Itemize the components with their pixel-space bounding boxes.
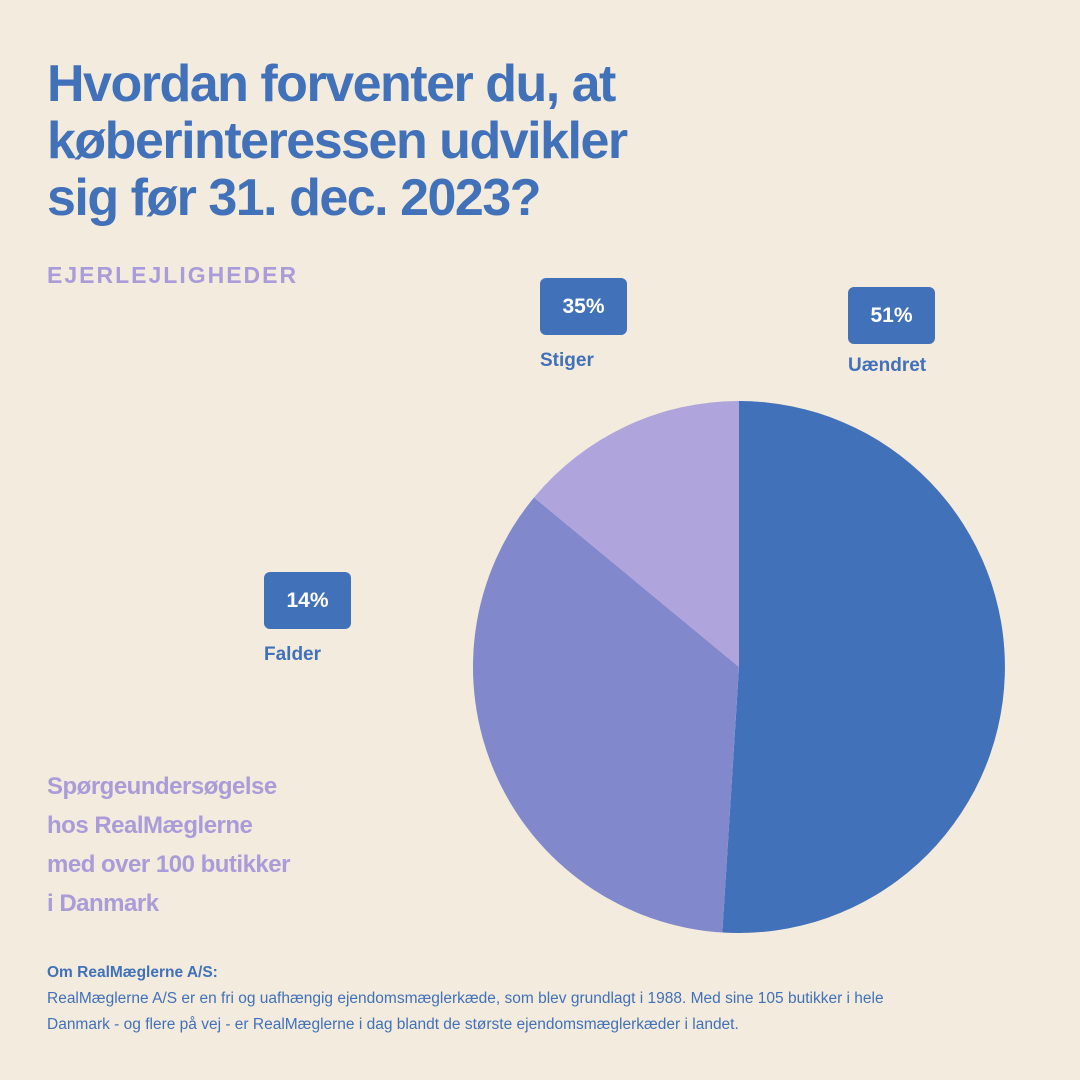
pie-slice-uaendret bbox=[722, 401, 1005, 933]
value-badge-falder: 14% bbox=[264, 572, 351, 629]
survey-line: Spørgeundersøgelse bbox=[47, 773, 277, 800]
pie-slice-stiger bbox=[472, 497, 739, 933]
chart-title: Hvordan forventer du, at køberinteressen… bbox=[47, 56, 747, 227]
title-line: Hvordan forventer du, at bbox=[47, 55, 616, 113]
survey-line: hos RealMæglerne bbox=[47, 812, 253, 839]
category-label-stiger: Stiger bbox=[540, 350, 594, 371]
survey-note: Spørgeundersøgelse hos RealMæglerne med … bbox=[47, 767, 367, 923]
value-badge-stiger: 35% bbox=[540, 278, 627, 335]
about-section: Om RealMæglerne A/S: RealMæglerne A/S er… bbox=[47, 960, 1037, 1038]
about-line: RealMæglerne A/S er en fri og uafhængig … bbox=[47, 990, 884, 1007]
category-label-uaendret: Uændret bbox=[848, 355, 927, 376]
category-label-falder: Falder bbox=[264, 644, 322, 665]
title-line: sig før 31. dec. 2023? bbox=[47, 169, 542, 227]
survey-line: med over 100 butikker bbox=[47, 851, 290, 878]
about-line: Danmark - og flere på vej - er RealMægle… bbox=[47, 1016, 739, 1033]
value-badge-uaendret: 51% bbox=[848, 287, 935, 344]
chart-subtitle: EJERLEJLIGHEDER bbox=[47, 262, 299, 288]
title-line: køberinteressen udvikler bbox=[47, 112, 628, 170]
pie-slice-falder bbox=[534, 401, 739, 667]
about-text: RealMæglerne A/S er en fri og uafhængig … bbox=[47, 986, 1037, 1038]
about-heading: Om RealMæglerne A/S: bbox=[47, 964, 218, 981]
survey-line: i Danmark bbox=[47, 890, 159, 917]
